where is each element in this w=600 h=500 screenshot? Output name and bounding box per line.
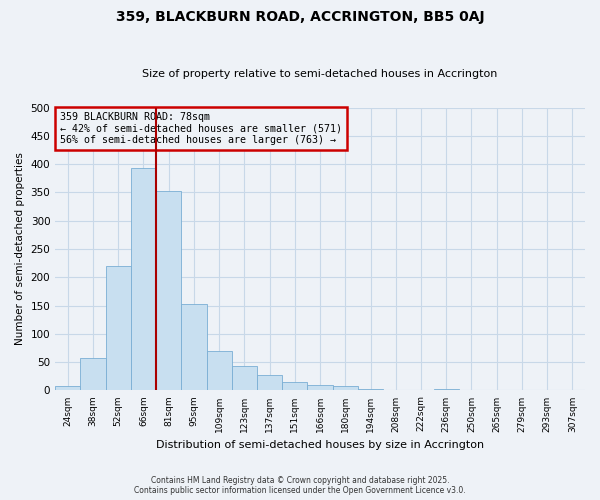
Bar xyxy=(181,304,206,390)
Bar xyxy=(232,366,257,390)
Bar xyxy=(106,266,131,390)
Y-axis label: Number of semi-detached properties: Number of semi-detached properties xyxy=(15,152,25,346)
Bar xyxy=(307,385,332,390)
Title: Size of property relative to semi-detached houses in Accrington: Size of property relative to semi-detach… xyxy=(142,69,498,79)
Bar xyxy=(206,351,232,391)
Bar xyxy=(257,374,282,390)
Bar xyxy=(156,190,181,390)
X-axis label: Distribution of semi-detached houses by size in Accrington: Distribution of semi-detached houses by … xyxy=(156,440,484,450)
Bar xyxy=(282,382,307,390)
Text: 359 BLACKBURN ROAD: 78sqm
← 42% of semi-detached houses are smaller (571)
56% of: 359 BLACKBURN ROAD: 78sqm ← 42% of semi-… xyxy=(61,112,343,145)
Bar xyxy=(332,386,358,390)
Text: 359, BLACKBURN ROAD, ACCRINGTON, BB5 0AJ: 359, BLACKBURN ROAD, ACCRINGTON, BB5 0AJ xyxy=(116,10,484,24)
Bar xyxy=(55,386,80,390)
Bar xyxy=(80,358,106,390)
Bar xyxy=(358,388,383,390)
Bar xyxy=(131,168,156,390)
Text: Contains HM Land Registry data © Crown copyright and database right 2025.
Contai: Contains HM Land Registry data © Crown c… xyxy=(134,476,466,495)
